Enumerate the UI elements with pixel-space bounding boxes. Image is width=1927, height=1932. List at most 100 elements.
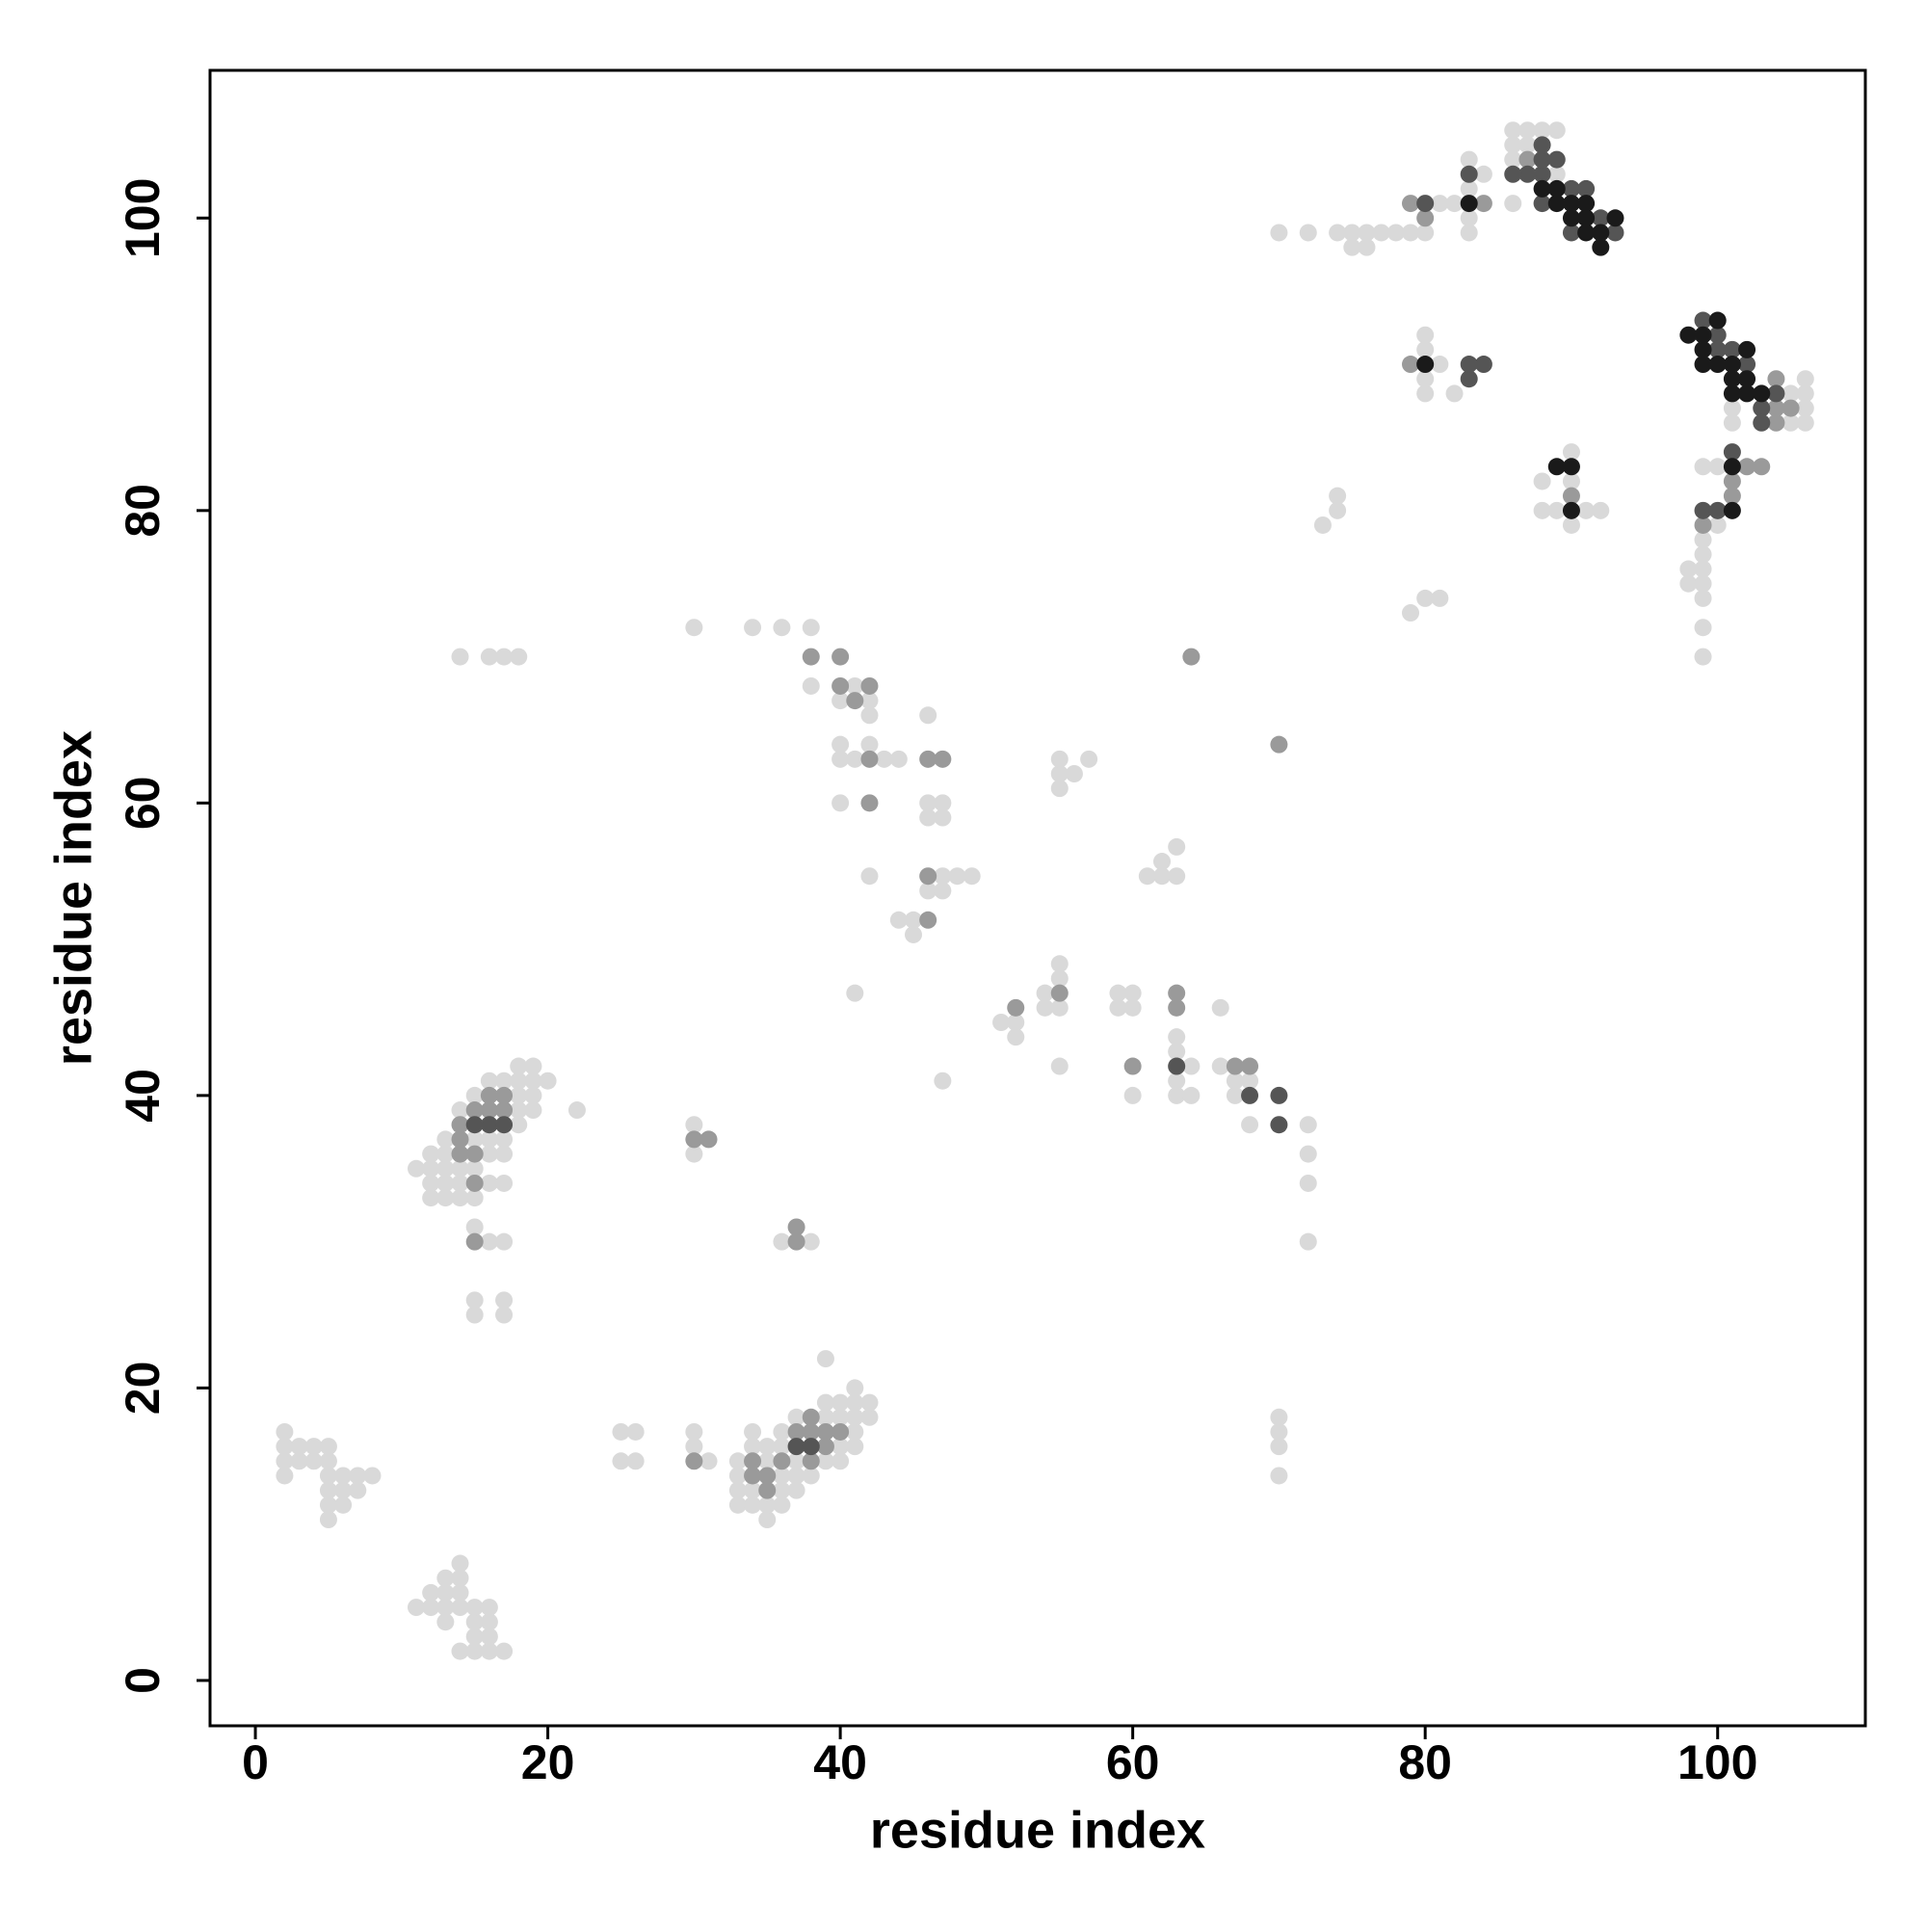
contact-point	[1270, 1467, 1288, 1485]
contact-point	[816, 1408, 834, 1426]
contact-point	[1782, 413, 1800, 432]
contact-point	[787, 1422, 805, 1441]
contact-point	[1782, 384, 1800, 403]
contact-point	[1547, 195, 1566, 213]
contact-point	[319, 1481, 337, 1499]
contact-point	[1474, 356, 1492, 374]
contact-point	[846, 984, 864, 1002]
contact-point	[510, 1057, 528, 1075]
contact-point	[860, 706, 879, 725]
contact-point	[1358, 224, 1376, 242]
contact-point	[948, 867, 966, 886]
contact-point	[1299, 1116, 1317, 1134]
contact-point	[1518, 136, 1537, 154]
contact-point	[802, 676, 820, 695]
contact-point	[626, 1422, 645, 1441]
contact-point	[1738, 370, 1756, 388]
contact-point	[728, 1495, 747, 1514]
contact-point	[846, 1422, 864, 1441]
contact-point	[1708, 356, 1727, 374]
contact-point	[758, 1452, 777, 1470]
contact-point	[422, 1599, 440, 1617]
contact-point	[1460, 195, 1478, 213]
contact-point	[1562, 443, 1580, 462]
contact-point	[1226, 1086, 1244, 1104]
contact-point	[1533, 195, 1551, 213]
contact-point	[1533, 136, 1551, 154]
contact-point	[1723, 458, 1741, 476]
contact-point	[465, 1145, 484, 1163]
contact-point	[510, 1101, 528, 1120]
contact-point	[846, 1393, 864, 1412]
contact-point	[1329, 224, 1347, 242]
contact-point	[1679, 560, 1698, 578]
contact-point	[495, 1072, 514, 1090]
contact-point	[612, 1452, 630, 1470]
contact-point	[904, 925, 922, 943]
contact-point	[1431, 356, 1449, 374]
contact-point	[685, 1422, 703, 1441]
contact-point	[436, 1569, 455, 1587]
contact-point	[860, 867, 879, 886]
contact-point	[349, 1481, 367, 1499]
contact-point	[1518, 150, 1537, 169]
contact-point	[889, 750, 908, 768]
contact-point	[787, 1408, 805, 1426]
contact-point	[1562, 501, 1580, 519]
contact-point	[1577, 501, 1596, 519]
contact-point	[1533, 165, 1551, 183]
contact-point	[436, 1174, 455, 1192]
contact-point	[1050, 984, 1069, 1002]
contact-point	[832, 1452, 850, 1470]
contact-point	[1036, 998, 1054, 1017]
contact-point	[1270, 1422, 1288, 1441]
contact-point	[1168, 1072, 1186, 1090]
contact-point	[1518, 165, 1537, 183]
contact-point	[1416, 209, 1435, 227]
y-tick-label: 20	[116, 1362, 170, 1416]
contact-point	[1416, 326, 1435, 344]
contact-point	[1270, 735, 1288, 754]
contact-point	[1533, 179, 1551, 198]
contact-point	[1402, 224, 1420, 242]
contact-point	[451, 1174, 469, 1192]
contact-point	[846, 750, 864, 768]
contact-point	[290, 1438, 308, 1456]
y-tick-label: 100	[116, 178, 170, 258]
contact-point	[685, 1452, 703, 1470]
contact-point	[1547, 150, 1566, 169]
contact-point	[1547, 179, 1566, 198]
contact-point	[319, 1467, 337, 1485]
contact-point	[451, 1599, 469, 1617]
contact-point	[832, 648, 850, 666]
contact-point	[480, 1116, 498, 1134]
contact-point	[1738, 458, 1756, 476]
contact-point	[1694, 648, 1712, 666]
contact-point	[787, 1232, 805, 1251]
contact-point	[1168, 1086, 1186, 1104]
contact-point	[1050, 969, 1069, 988]
contact-point	[919, 882, 937, 900]
contact-point	[1504, 150, 1522, 169]
contact-point	[1168, 867, 1186, 886]
contact-point	[744, 1467, 762, 1485]
contact-point	[860, 750, 879, 768]
contact-point	[451, 1101, 469, 1120]
contact-point	[744, 1495, 762, 1514]
contact-point	[1577, 209, 1596, 227]
contact-point	[480, 1130, 498, 1149]
contact-point	[319, 1452, 337, 1470]
contact-point	[1547, 121, 1566, 140]
contact-point	[1050, 1057, 1069, 1075]
contact-point	[1723, 384, 1741, 403]
contact-point	[1694, 560, 1712, 578]
contact-point	[1694, 458, 1712, 476]
contact-point	[1547, 501, 1566, 519]
contact-point	[276, 1467, 294, 1485]
contact-point	[1416, 589, 1435, 607]
contact-point	[1109, 998, 1127, 1017]
contact-point	[1562, 472, 1580, 490]
contact-point	[1753, 458, 1771, 476]
contact-point	[934, 1072, 952, 1090]
contact-point	[860, 735, 879, 754]
